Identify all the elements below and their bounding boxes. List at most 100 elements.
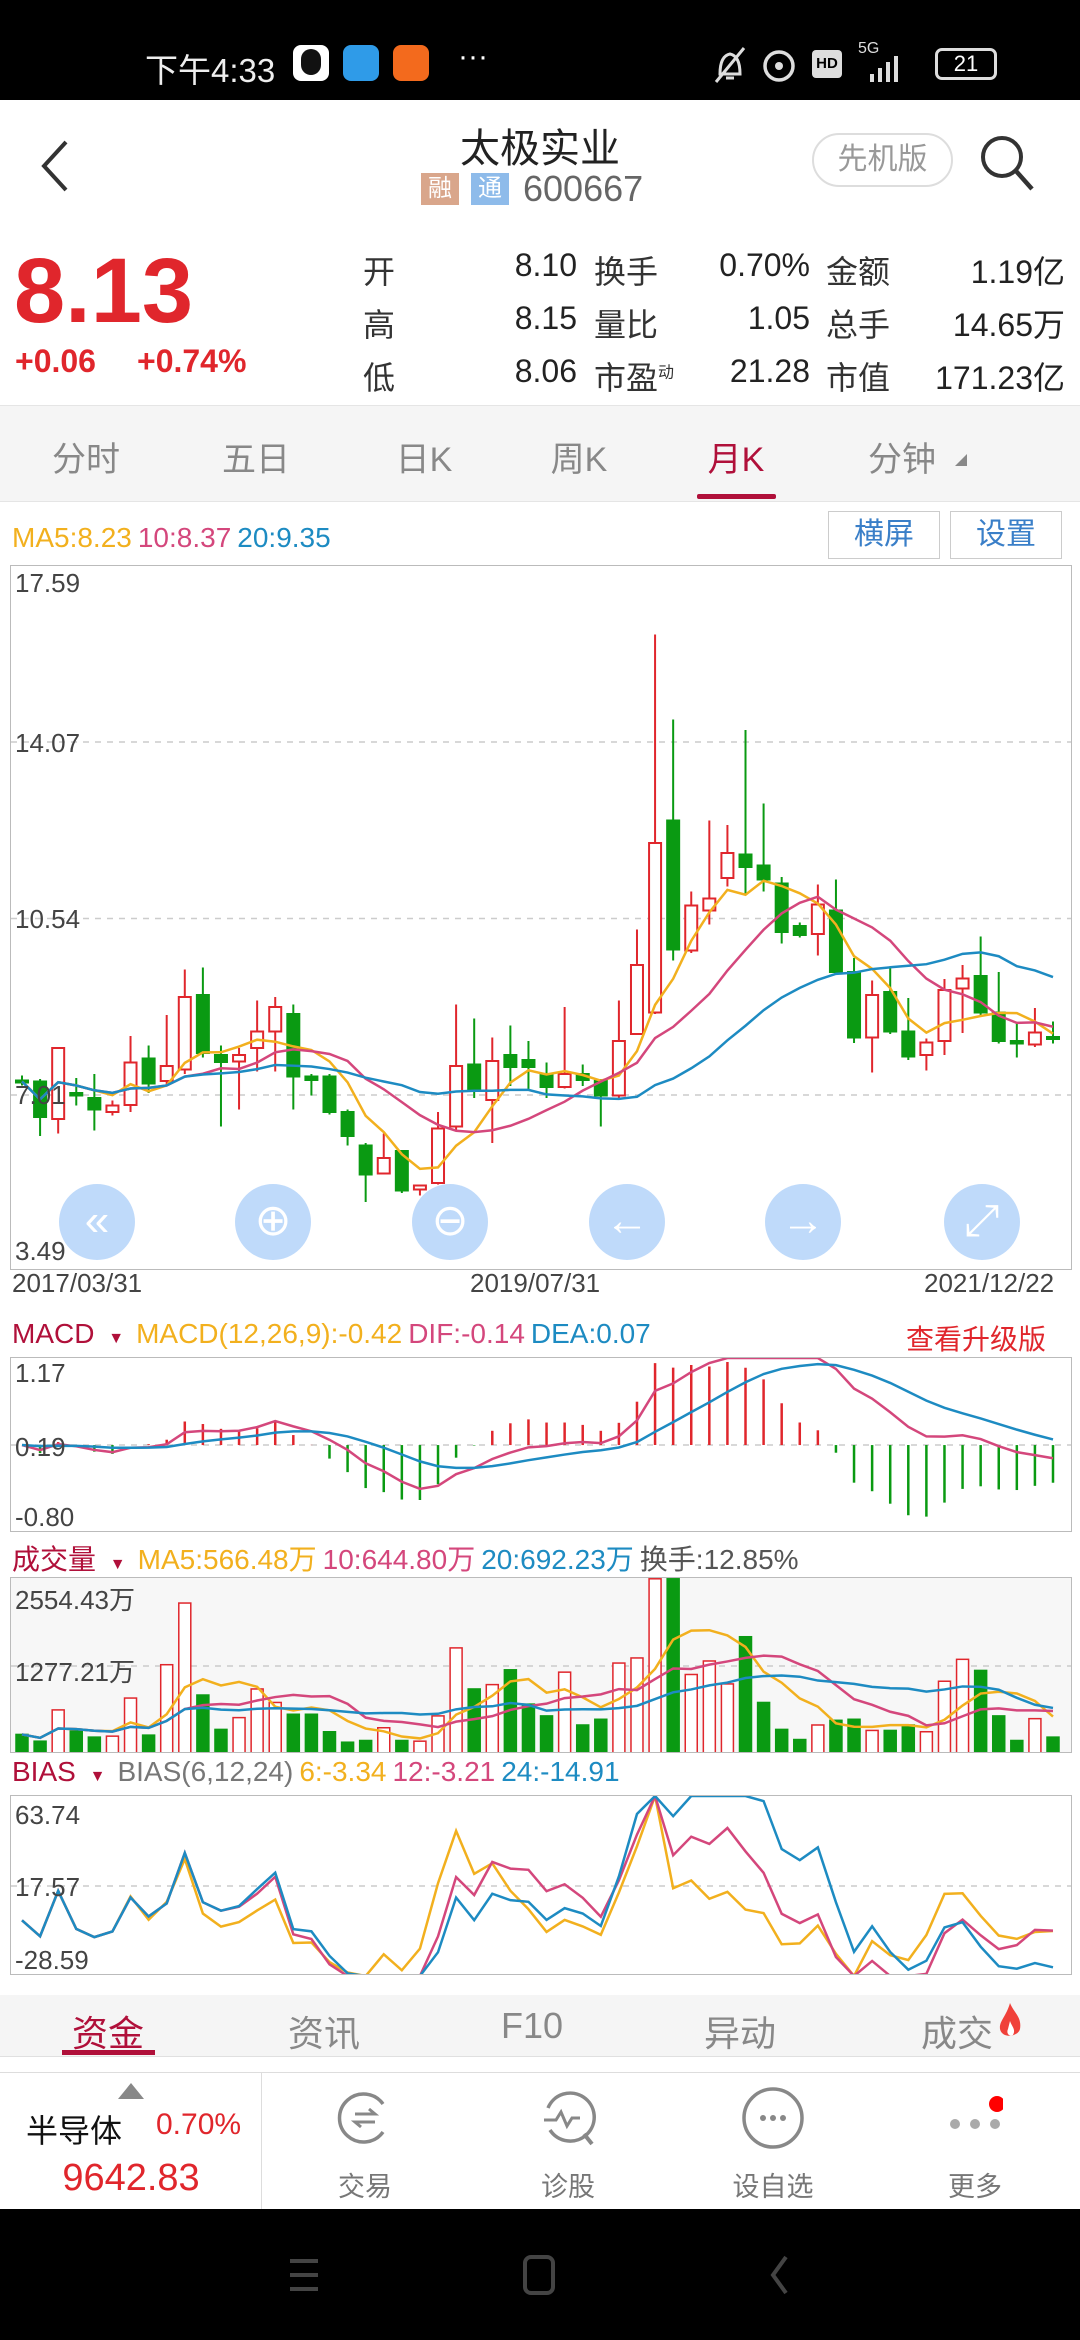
macd-indicator-selector[interactable]: MACD ▼	[12, 1318, 130, 1349]
turnover-value: 0.70%	[719, 247, 810, 283]
tab-f10[interactable]: F10	[500, 2005, 564, 2046]
tab-funds[interactable]: 资金	[71, 2013, 145, 2054]
volume-bar	[738, 1635, 753, 1752]
fullscreen-icon[interactable]: ⤢	[944, 1184, 1020, 1260]
volume-indicator-selector[interactable]: 成交量 ▼	[12, 1544, 132, 1575]
status-time: 下午4:33	[145, 52, 276, 89]
status-bar: 下午4:33 ··· HD 5G 21	[0, 0, 1080, 100]
candle-down	[973, 975, 988, 1014]
menu-nav-icon[interactable]	[288, 2257, 320, 2293]
low-value: 8.06	[514, 353, 577, 389]
high-value: 8.15	[514, 300, 577, 336]
volume-bar	[684, 1673, 698, 1752]
candle-down	[69, 1092, 84, 1097]
scroll-left-icon[interactable]: ←	[589, 1184, 665, 1260]
open-value: 8.10	[514, 247, 577, 283]
volume-bar	[847, 1718, 861, 1752]
bias-indicator-selector[interactable]: BIAS ▼	[12, 1756, 111, 1787]
landscape-button[interactable]: 横屏	[828, 511, 940, 559]
zoom-in-icon[interactable]: ⊕	[235, 1184, 311, 1260]
low-label: 低	[363, 360, 396, 396]
volume-bar	[720, 1683, 735, 1752]
volume-bar	[756, 1701, 771, 1752]
app-icon	[393, 45, 429, 81]
zoom-out-icon[interactable]: ⊖	[412, 1184, 488, 1260]
fast-back-icon[interactable]: «	[59, 1184, 135, 1260]
dif-line	[21, 1358, 1054, 1491]
network-type: 5G	[858, 40, 880, 57]
sector-index: 9642.83	[62, 2157, 200, 2199]
qq-icon	[293, 45, 329, 81]
volume-bar	[268, 1701, 282, 1752]
volume-bar	[1046, 1736, 1060, 1752]
tab-unusual[interactable]: 异动	[703, 2013, 777, 2054]
add-watchlist-icon[interactable]	[741, 2086, 805, 2150]
volume-bar	[413, 1740, 427, 1752]
scroll-right-icon[interactable]: →	[765, 1184, 841, 1260]
total-volume-value: 14.65万	[952, 307, 1065, 343]
volume-bar	[15, 1733, 29, 1752]
volume-bar	[1028, 1717, 1042, 1752]
back-nav-icon[interactable]	[768, 2254, 792, 2296]
margin-badge: 融	[421, 173, 459, 205]
add-watchlist-label[interactable]: 设自选	[732, 2172, 814, 2202]
tab-intraday[interactable]: 分时	[52, 441, 120, 479]
more-label[interactable]: 更多	[948, 2172, 1002, 2202]
settings-button[interactable]: 设置	[950, 511, 1062, 559]
vol-ma20-line	[21, 1674, 1054, 1740]
candle-up	[485, 1060, 500, 1101]
tab-monthly-k[interactable]: 月K	[707, 441, 765, 479]
tab-news[interactable]: 资讯	[287, 2013, 361, 2054]
candle-down	[883, 991, 898, 1033]
y-tick-label: 63.74	[15, 1800, 81, 1830]
tab-minute[interactable]: 分钟	[868, 441, 936, 479]
more-icon[interactable]	[947, 2090, 1003, 2146]
macd-name: MACD	[12, 1318, 95, 1349]
market-cap-label: 市值	[826, 360, 891, 396]
home-nav-icon[interactable]	[522, 2254, 556, 2296]
trade-icon[interactable]	[337, 2090, 393, 2146]
tab-five-day[interactable]: 五日	[222, 441, 290, 479]
candlestick-chart[interactable]	[10, 565, 1072, 1270]
macd-chart	[10, 1357, 1072, 1532]
candle-down	[1046, 1036, 1060, 1040]
volume-bar	[178, 1602, 192, 1752]
macd-legend: MACD ▼ MACD(12,26,9):-0.42 DIF:-0.14 DEA:0.…	[12, 1318, 657, 1350]
trade-label[interactable]: 交易	[338, 2172, 392, 2202]
search-icon[interactable]	[978, 133, 1038, 195]
volume-bar	[485, 1683, 500, 1752]
candle-down	[756, 864, 771, 881]
bias12-line	[21, 1796, 1054, 1974]
dropdown-icon: ▼	[109, 1556, 126, 1573]
volume-bar	[250, 1688, 264, 1752]
flame-icon	[999, 2003, 1021, 2036]
diagnose-label[interactable]: 诊股	[541, 2172, 595, 2202]
volume-bar	[575, 1724, 590, 1752]
candle-down	[521, 1059, 536, 1068]
candle-down	[792, 925, 807, 936]
tab-daily-k[interactable]: 日K	[395, 441, 453, 479]
volume-name: 成交量	[12, 1544, 97, 1575]
bias-chart	[10, 1795, 1072, 1975]
volume-bar	[883, 1729, 897, 1752]
price-change: +0.06	[15, 343, 96, 379]
tab-weekly-k[interactable]: 周K	[550, 441, 608, 479]
volume-bar	[69, 1730, 84, 1752]
stock-name: 太极实业	[460, 127, 620, 171]
bottom-action-bar: 半导体 0.70% 9642.83	[0, 2072, 1080, 2210]
volume-bar	[991, 1715, 1006, 1752]
active-tab-indicator	[697, 494, 776, 499]
pro-version-button[interactable]: 先机版	[812, 133, 953, 187]
vol-ma5-value: MA5:566.48万	[137, 1544, 317, 1575]
diagnose-icon[interactable]	[540, 2090, 596, 2146]
view-upgrade-link[interactable]: 查看升级版	[906, 1324, 1047, 1355]
sector-panel[interactable]: 半导体 0.70% 9642.83	[0, 2073, 262, 2210]
dropdown-triangle-icon[interactable]	[955, 454, 967, 466]
vol-ma10-line	[21, 1654, 1054, 1740]
tab-trades[interactable]: 成交	[920, 2013, 994, 2054]
back-button[interactable]	[38, 138, 72, 194]
bias24-line	[21, 1796, 1054, 1974]
volume-bar	[33, 1740, 47, 1752]
vol-ma10-value: 10:644.80万	[322, 1544, 476, 1575]
stock-code: 600667	[523, 168, 644, 209]
